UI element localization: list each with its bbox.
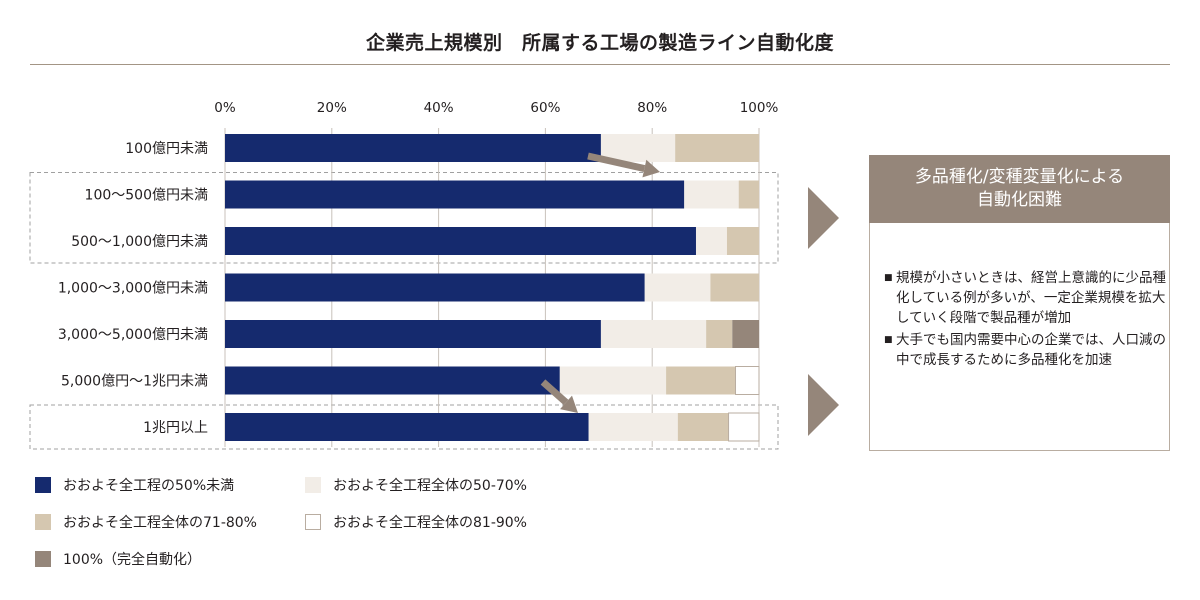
legend-item-71-80: おおよそ全工程全体の71-80% (35, 512, 257, 532)
bar-segment (695, 227, 727, 255)
title-divider (30, 64, 1170, 65)
bar-segment (726, 227, 759, 255)
explanation-panel: 多品種化/変種変量化による 自動化困難 ■ 規模が小さいときは、経営上意識的に少… (869, 155, 1170, 451)
bar-segment (600, 320, 707, 348)
annotation-arrow-shaft (540, 379, 569, 406)
bar-segment (666, 366, 736, 395)
bar-segment (225, 413, 589, 441)
bar-segment (728, 412, 760, 442)
bar-segment (225, 227, 696, 255)
annotation-arrow-head (642, 159, 660, 178)
category-label: 100億円未満 (125, 141, 208, 157)
x-tick-label: 100% (740, 100, 779, 116)
panel-heading-line2: 自動化困難 (977, 190, 1062, 210)
x-tick-label: 40% (424, 100, 454, 116)
x-tick-label: 80% (637, 100, 667, 116)
panel-heading: 多品種化/変種変量化による 自動化困難 (869, 155, 1170, 223)
legend-label: おおよそ全工程全体の50-70% (333, 478, 527, 494)
dashed-group-box (29, 172, 779, 264)
bar-segment (225, 273, 645, 302)
legend-label: おおよそ全工程の50%未満 (63, 478, 235, 494)
bar-segment (225, 320, 601, 348)
category-label: 100～500億円未満 (85, 188, 208, 204)
legend-item-81-90: おおよそ全工程全体の81-90% (305, 512, 527, 532)
legend-label: おおよそ全工程全体の71-80% (63, 515, 257, 531)
legend-label: 100%（完全自動化） (63, 552, 202, 568)
annotation-arrow-shaft (587, 152, 646, 172)
bar-segment (559, 366, 667, 395)
bullet-item: ■ 大手でも国内需要中心の企業では、人口減の中で成長するために多品種化を加速 (884, 330, 1166, 370)
pointer-triangle-icon (808, 374, 839, 436)
category-label: 3,000～5,000億円未満 (58, 327, 208, 343)
bullet-list: ■ 規模が小さいときは、経営上意識的に少品種化している例が多いが、一定企業規模を… (884, 268, 1166, 372)
category-label: 5,000億円～1兆円未満 (61, 374, 208, 390)
bar-segment (735, 366, 760, 395)
bar-segment (644, 273, 711, 302)
x-tick-label: 20% (317, 100, 347, 116)
square-bullet-icon: ■ (884, 273, 893, 283)
category-label: 1兆円以上 (143, 420, 208, 436)
panel-heading-line1: 多品種化/変種変量化による (914, 167, 1125, 187)
legend-item-under-50: おおよそ全工程の50%未満 (35, 475, 234, 495)
bar-segment (732, 320, 759, 348)
legend-swatch (305, 477, 321, 493)
x-tick-label: 0% (214, 100, 236, 116)
bar-segment (684, 180, 739, 209)
bar-segment (588, 413, 678, 441)
bar-segment (738, 180, 759, 209)
bar-segment (710, 273, 759, 302)
bar-segment (225, 134, 601, 162)
bullet-item: ■ 規模が小さいときは、経営上意識的に少品種化している例が多いが、一定企業規模を… (884, 268, 1166, 328)
bullet-text: 大手でも国内需要中心の企業では、人口減の中で成長するために多品種化を加速 (896, 332, 1166, 368)
chart-title: 企業売上規模別 所属する工場の製造ライン自動化度 (365, 32, 834, 54)
pointer-triangle-icon (808, 187, 839, 249)
square-bullet-icon: ■ (884, 335, 893, 345)
legend-swatch (35, 551, 51, 567)
legend-swatch (305, 514, 321, 530)
bar-segment (677, 413, 729, 441)
x-tick-label: 60% (530, 100, 560, 116)
legend-swatch (35, 514, 51, 530)
bar-segment (225, 366, 560, 395)
bullet-text: 規模が小さいときは、経営上意識的に少品種化している例が多いが、一定企業規模を拡大… (896, 270, 1166, 326)
legend-item-full-automation: 100%（完全自動化） (35, 549, 201, 569)
annotation-arrow-head (560, 395, 578, 413)
dashed-group-box (29, 404, 779, 450)
legend-swatch (35, 477, 51, 493)
bar-segment (675, 134, 759, 162)
category-label: 500～1,000億円未満 (71, 234, 208, 250)
stacked-bar-chart: 0% 20% 40% 60% 80% 100% 100億円未満 100～500億円未満 500～… (29, 100, 779, 450)
bar-segment (225, 180, 685, 209)
category-label: 1,000～3,000億円未満 (58, 281, 208, 297)
bar-segment (600, 134, 676, 162)
bar-segment (706, 320, 733, 348)
legend-item-50-70: おおよそ全工程全体の50-70% (305, 475, 527, 495)
legend-label: おおよそ全工程全体の81-90% (333, 515, 527, 531)
